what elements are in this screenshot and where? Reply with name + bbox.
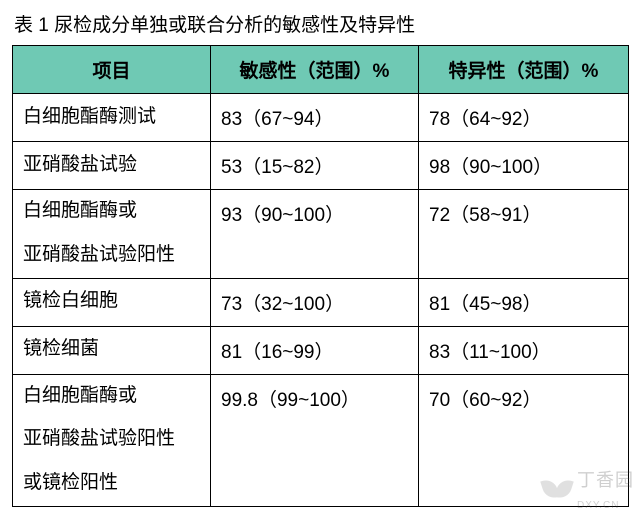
cell-specificity: 81（45~98） <box>419 278 629 326</box>
item-line: 镜检细菌 <box>23 328 200 372</box>
item-line: 白细胞酯酶或 <box>23 375 200 419</box>
item-line: 亚硝酸盐试验阳性 <box>23 418 200 462</box>
item-line: 亚硝酸盐试验 <box>23 144 200 188</box>
item-line: 或镜检阳性 <box>23 462 200 506</box>
cell-item: 镜检细菌 <box>13 326 211 374</box>
table-row: 亚硝酸盐试验53（15~82）98（90~100） <box>13 142 629 190</box>
cell-sensitivity: 53（15~82） <box>211 142 419 190</box>
cell-item: 白细胞酯酶测试 <box>13 94 211 142</box>
cell-specificity: 98（90~100） <box>419 142 629 190</box>
cell-specificity: 78（64~92） <box>419 94 629 142</box>
table-row: 镜检细菌81（16~99）83（11~100） <box>13 326 629 374</box>
table-row: 白细胞酯酶测试83（67~94）78（64~92） <box>13 94 629 142</box>
cell-specificity: 83（11~100） <box>419 326 629 374</box>
cell-item: 白细胞酯酶或亚硝酸盐试验阳性或镜检阳性 <box>13 374 211 506</box>
item-line: 白细胞酯酶测试 <box>23 96 200 140</box>
cell-specificity: 72（58~91） <box>419 190 629 279</box>
col-header-sensitivity: 敏感性（范围）% <box>211 46 419 94</box>
cell-sensitivity: 83（67~94） <box>211 94 419 142</box>
col-header-item: 项目 <box>13 46 211 94</box>
cell-sensitivity: 73（32~100） <box>211 278 419 326</box>
data-table: 项目 敏感性（范围）% 特异性（范围）% 白细胞酯酶测试83（67~94）78（… <box>12 45 629 507</box>
table-header-row: 项目 敏感性（范围）% 特异性（范围）% <box>13 46 629 94</box>
table-row: 白细胞酯酶或亚硝酸盐试验阳性93（90~100）72（58~91） <box>13 190 629 279</box>
cell-item: 亚硝酸盐试验 <box>13 142 211 190</box>
cell-sensitivity: 99.8（99~100） <box>211 374 419 506</box>
table-row: 镜检白细胞73（32~100）81（45~98） <box>13 278 629 326</box>
cell-specificity: 70（60~92） <box>419 374 629 506</box>
item-line: 亚硝酸盐试验阳性 <box>23 234 200 278</box>
cell-item: 镜检白细胞 <box>13 278 211 326</box>
page-root: 表 1 尿检成分单独或联合分析的敏感性及特异性 项目 敏感性（范围）% 特异性（… <box>0 0 640 507</box>
table-caption: 表 1 尿检成分单独或联合分析的敏感性及特异性 <box>14 10 628 37</box>
item-line: 镜检白细胞 <box>23 280 200 324</box>
table-row: 白细胞酯酶或亚硝酸盐试验阳性或镜检阳性99.8（99~100）70（60~92） <box>13 374 629 506</box>
cell-sensitivity: 93（90~100） <box>211 190 419 279</box>
col-header-specificity: 特异性（范围）% <box>419 46 629 94</box>
table-body: 白细胞酯酶测试83（67~94）78（64~92）亚硝酸盐试验53（15~82）… <box>13 94 629 507</box>
cell-item: 白细胞酯酶或亚硝酸盐试验阳性 <box>13 190 211 279</box>
cell-sensitivity: 81（16~99） <box>211 326 419 374</box>
item-line: 白细胞酯酶或 <box>23 190 200 234</box>
